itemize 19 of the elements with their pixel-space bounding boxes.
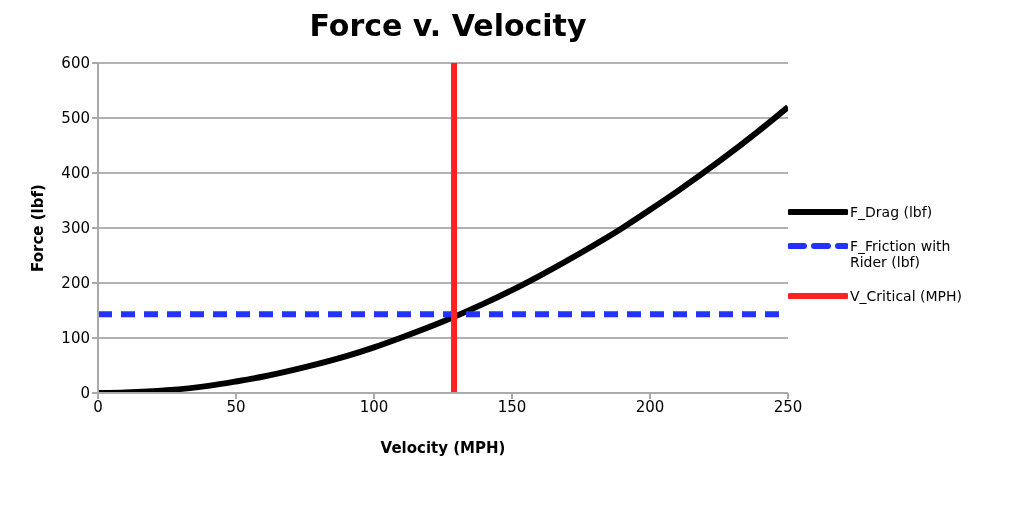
y-tick-label: 100 (61, 329, 90, 348)
legend-label: F_Drag (lbf) (850, 204, 934, 220)
y-axis-title: Force (lbf) (29, 184, 48, 272)
y-tick-label: 0 (80, 384, 90, 403)
x-tick-label: 200 (635, 397, 665, 416)
legend-label: V_Critical (MPH) (850, 288, 963, 304)
legend-label: F_Friction with Rider (lbf) (850, 238, 952, 270)
x-axis-title: Velocity (MPH) (380, 439, 506, 457)
x-tick-label: 0 (93, 397, 103, 416)
y-tick-label: 600 (61, 54, 90, 73)
x-tick-label: 50 (226, 397, 246, 416)
y-tick-label: 400 (61, 164, 90, 183)
x-tick-label: 250 (773, 397, 803, 416)
y-tick-label: 500 (61, 109, 90, 128)
chart-title: Force v. Velocity (308, 8, 588, 43)
y-tick-label: 300 (61, 219, 90, 238)
y-tick-label: 200 (61, 274, 90, 293)
x-tick-label: 150 (497, 397, 527, 416)
x-tick-label: 100 (359, 397, 389, 416)
